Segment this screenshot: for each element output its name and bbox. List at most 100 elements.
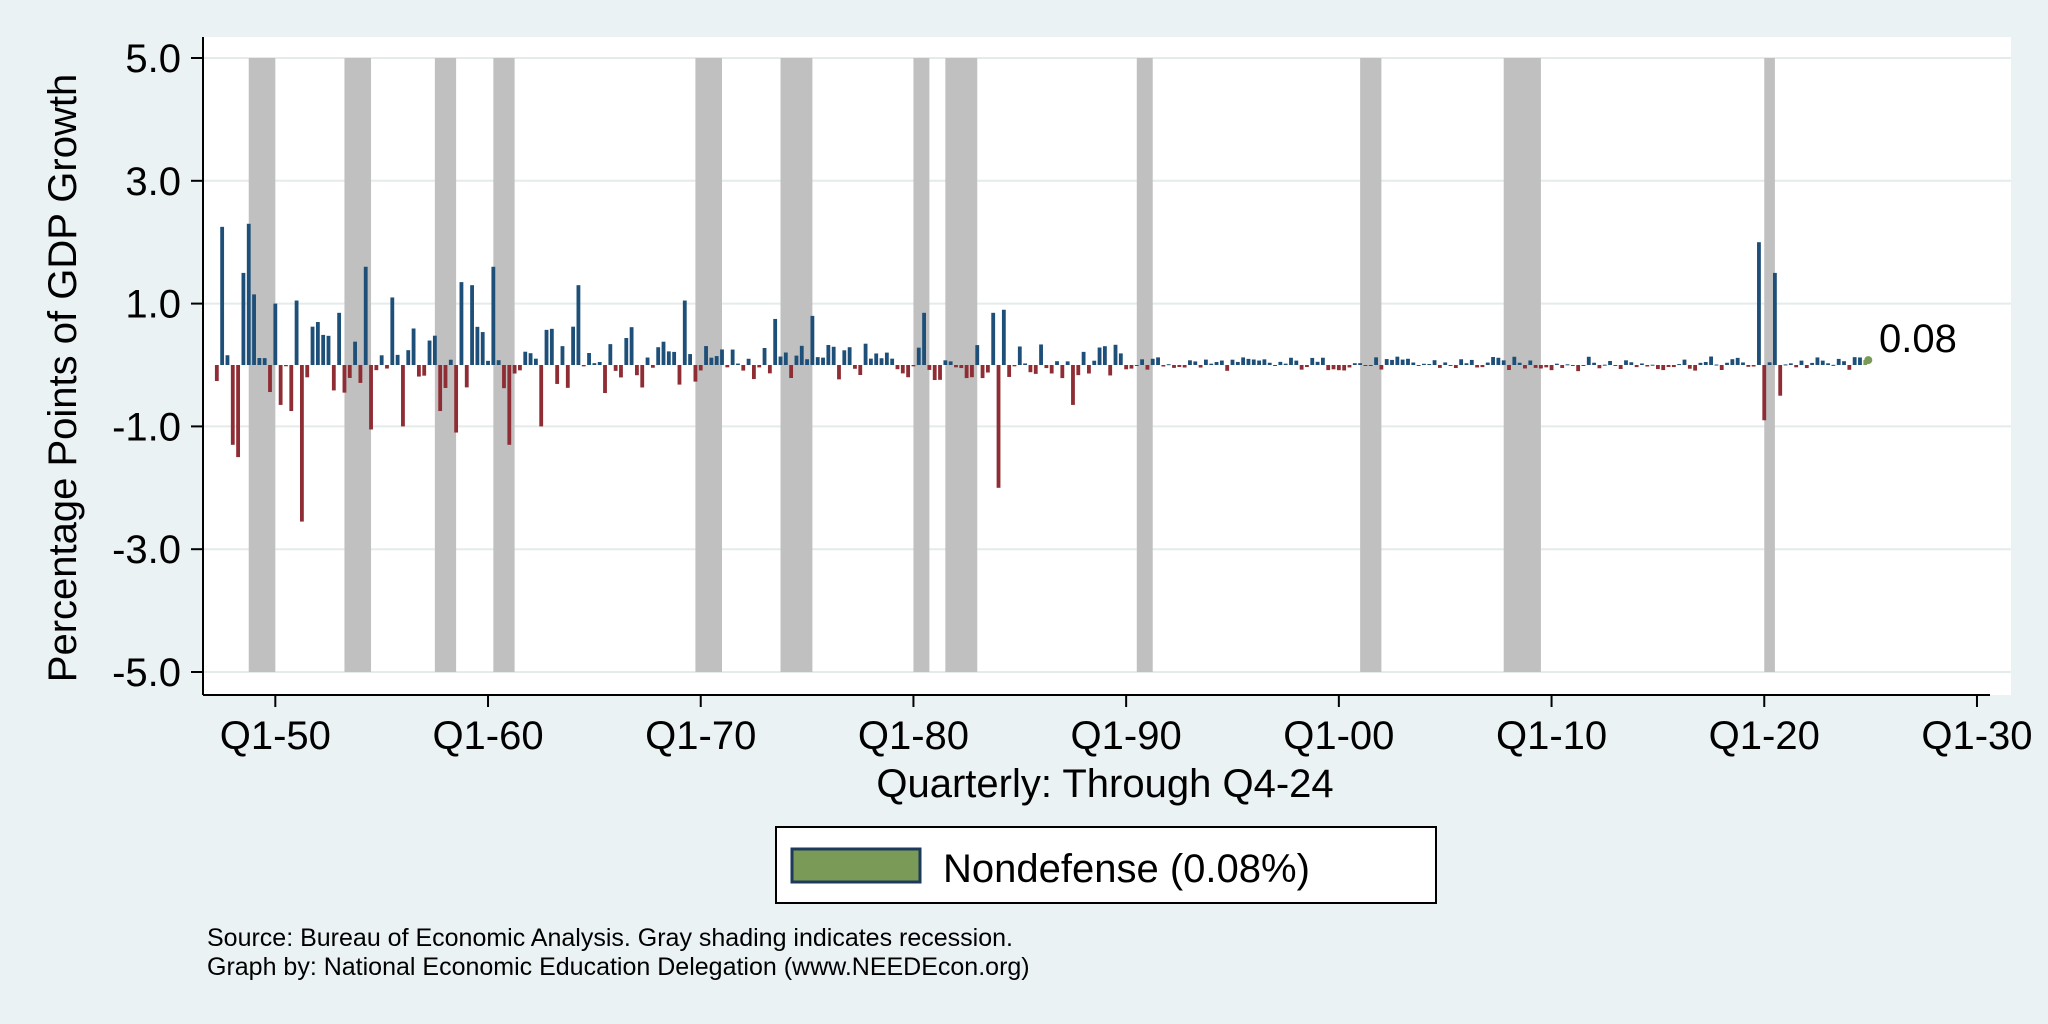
gdp-contribution-bar	[1395, 356, 1400, 365]
gdp-contribution-bar	[448, 359, 453, 365]
gdp-contribution-bar	[1347, 365, 1352, 368]
gdp-contribution-bar	[1682, 359, 1687, 365]
gdp-contribution-bar	[1459, 359, 1464, 365]
gdp-contribution-bar	[900, 365, 905, 374]
gdp-contribution-bar	[230, 365, 235, 445]
gdp-contribution-bar	[815, 357, 820, 365]
gdp-contribution-bar	[672, 351, 677, 365]
gdp-contribution-bar	[1804, 365, 1809, 369]
gdp-contribution-bar	[1767, 362, 1772, 365]
gdp-contribution-bar	[1427, 364, 1432, 366]
gdp-contribution-bar	[1815, 357, 1820, 365]
latest-point-marker	[1864, 356, 1873, 365]
gdp-contribution-bar	[1124, 365, 1129, 370]
gdp-contribution-bar	[1741, 362, 1745, 365]
x-ticks: Q1-50 Q1-60 Q1-70 Q1-80 Q1-90 Q1-00 Q1-10 Q1-20…	[220, 695, 2033, 758]
gdp-contribution-bar	[693, 365, 698, 382]
gdp-contribution-bar	[805, 359, 809, 365]
gdp-contribution-bar	[975, 345, 980, 365]
gdp-contribution-bar	[1437, 365, 1442, 368]
gdp-contribution-bar	[1161, 365, 1166, 367]
gdp-contribution-bar	[411, 328, 416, 365]
gdp-contribution-bar	[1640, 363, 1644, 365]
gdp-contribution-bar	[1326, 365, 1331, 371]
gdp-contribution-bar	[858, 365, 863, 376]
gdp-contribution-bar	[911, 365, 916, 367]
gdp-contribution-bar	[1661, 365, 1666, 371]
gdp-contribution-bar	[645, 357, 650, 365]
gdp-contribution-bar	[496, 360, 501, 365]
y-tick-label: 5.0	[125, 37, 181, 81]
gdp-contribution-bar	[1060, 365, 1065, 379]
gdp-contribution-bar	[507, 365, 512, 445]
gdp-contribution-bar	[1241, 357, 1246, 365]
gdp-contribution-bar	[1443, 362, 1448, 365]
gdp-contribution-bar	[1852, 357, 1857, 365]
gdp-contribution-bar	[1225, 365, 1230, 371]
gdp-contribution-bar	[438, 365, 443, 412]
gdp-contribution-bar	[225, 355, 230, 365]
gdp-contribution-bar	[868, 358, 873, 365]
gdp-contribution-bar	[1794, 365, 1799, 368]
gdp-contribution-bar	[1182, 365, 1187, 368]
gdp-contribution-bar	[406, 350, 411, 365]
gdp-contribution-bar	[464, 365, 469, 388]
gdp-contribution-bar	[666, 351, 671, 365]
gdp-contribution-bar	[268, 365, 272, 393]
gdp-contribution-bar	[1267, 362, 1272, 365]
gdp-contribution-bar	[592, 363, 597, 365]
gdp-contribution-bar	[927, 365, 932, 370]
gdp-contribution-bar	[533, 358, 538, 365]
gdp-contribution-bar	[688, 354, 693, 365]
gdp-contribution-bar	[1219, 360, 1224, 365]
gdp-contribution-bar	[1826, 363, 1830, 365]
gdp-contribution-bar	[331, 365, 336, 391]
gdp-contribution-bar	[799, 345, 804, 365]
gdp-contribution-bar	[491, 266, 496, 365]
gdp-contribution-bar	[1007, 365, 1012, 377]
gdp-contribution-bar	[629, 327, 634, 365]
gdp-contribution-bar	[1379, 365, 1384, 370]
gdp-contribution-bar	[1650, 364, 1655, 366]
recession-band	[1136, 58, 1153, 672]
gdp-contribution-bar	[549, 328, 554, 365]
y-tick-label: -5.0	[112, 651, 181, 695]
gdp-contribution-bar	[762, 348, 767, 365]
gdp-contribution-bar	[1416, 365, 1421, 366]
bar-series	[214, 223, 1873, 522]
gdp-contribution-bar	[757, 365, 762, 368]
gdp-contribution-bar	[454, 365, 459, 433]
gdp-contribution-bar	[991, 312, 996, 365]
x-tick-label: Q1-20	[1709, 714, 1820, 758]
gdp-contribution-bar	[1709, 356, 1713, 365]
x-tick-label: Q1-80	[858, 714, 969, 758]
gdp-contribution-bar	[1629, 362, 1634, 365]
gdp-contribution-bar	[890, 358, 895, 365]
gdp-contribution-bar	[1113, 344, 1118, 365]
gdp-contribution-bar	[1751, 365, 1756, 367]
gdp-contribution-bar	[725, 365, 730, 368]
gdp-contribution-bar	[677, 365, 682, 385]
gdp-contribution-bar	[1698, 362, 1703, 365]
gdp-contribution-bar	[1172, 365, 1176, 368]
gdp-contribution-bar	[1087, 365, 1091, 374]
legend: Nondefense (0.08%)	[775, 826, 1437, 904]
gdp-contribution-bar	[783, 352, 788, 365]
gdp-contribution-bar	[1842, 361, 1846, 365]
gdp-contribution-bar	[1565, 364, 1570, 366]
gdp-contribution-bar	[597, 362, 602, 365]
gdp-contribution-bar	[1055, 361, 1059, 365]
gdp-contribution-bar	[241, 272, 246, 365]
gdp-contribution-bar	[1081, 351, 1086, 365]
gdp-contribution-bar	[794, 355, 799, 365]
gdp-contribution-bar	[831, 346, 836, 365]
gdp-contribution-bar	[751, 365, 756, 380]
gdp-contribution-bar	[1102, 346, 1107, 365]
gdp-contribution-bar	[1746, 365, 1751, 367]
x-tick-label: Q1-60	[432, 714, 543, 758]
gdp-contribution-bar	[922, 312, 926, 365]
gdp-contribution-bar	[1560, 365, 1565, 368]
gdp-contribution-bar	[326, 335, 331, 365]
legend-box	[775, 826, 1437, 904]
gdp-contribution-bar	[1613, 365, 1618, 366]
